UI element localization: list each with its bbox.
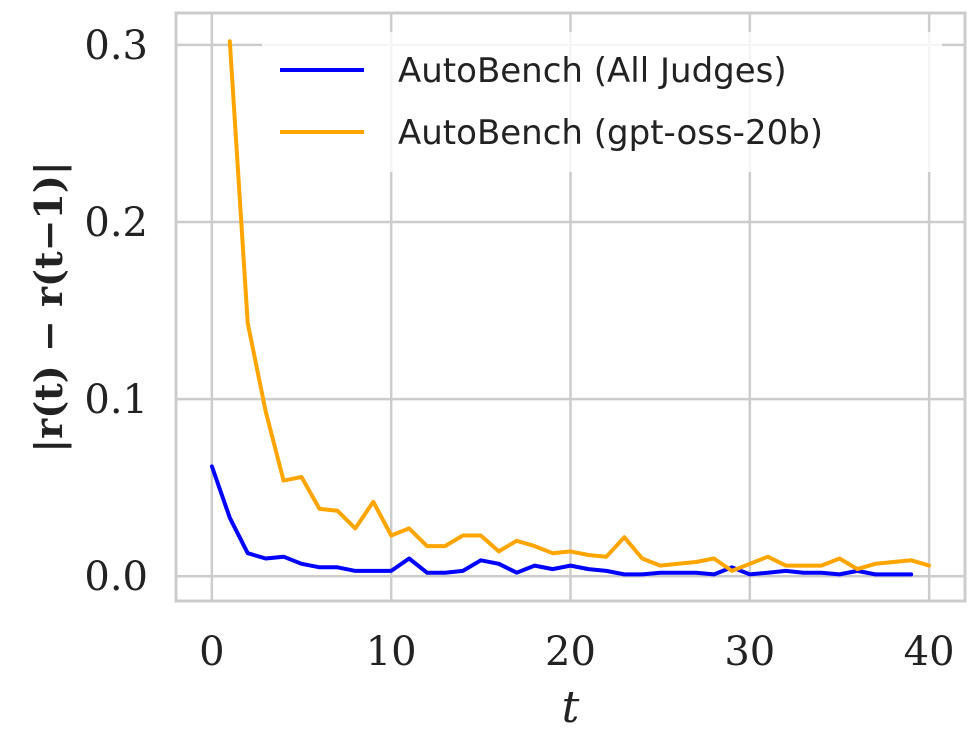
series-line-1 <box>209 464 914 577</box>
x-tick-label: 40 <box>904 629 955 675</box>
x-axis-label: t <box>562 682 580 733</box>
y-tick-label: 0.2 <box>84 200 148 246</box>
y-tick-label: 0.3 <box>84 23 148 69</box>
legend-box <box>262 32 942 172</box>
x-tick-label: 10 <box>366 629 417 675</box>
plot-frame <box>174 11 967 603</box>
legend-label: AutoBench (All Judges) <box>398 51 787 91</box>
tick-labels: 0 10 20 30 40 0.0 0.1 0.2 0.3 <box>84 23 954 675</box>
x-tick-label: 20 <box>545 629 596 675</box>
legend-label: AutoBench (gpt-oss-20b) <box>398 113 823 153</box>
y-axis-label: |r(t) − r(t−1)| <box>26 161 71 452</box>
series-lines <box>209 39 932 577</box>
x-tick-label: 30 <box>724 629 775 675</box>
y-tick-label: 0.1 <box>84 377 148 423</box>
y-tick-label: 0.0 <box>84 554 148 600</box>
x-tick-label: 0 <box>199 629 224 675</box>
legend: AutoBench (All Judges) AutoBench (gpt-oss… <box>262 32 942 172</box>
series-line-2 <box>227 39 932 573</box>
